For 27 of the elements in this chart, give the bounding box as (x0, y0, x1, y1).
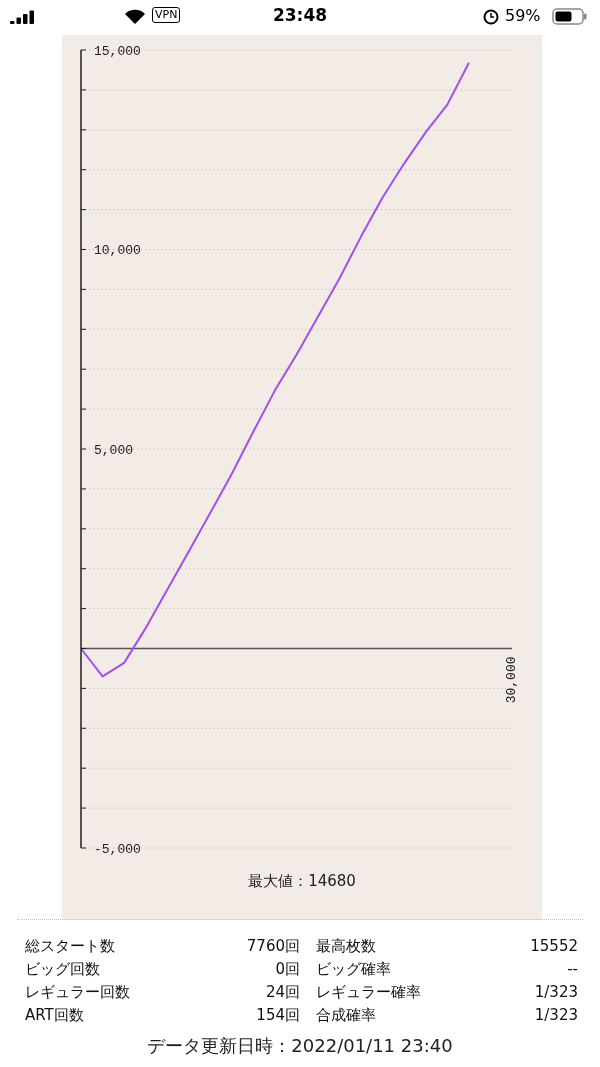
text: ビッグ回数 (25, 960, 100, 979)
annotation: 30,000 (504, 656, 520, 704)
text: 24回 (265, 983, 300, 1002)
text: -- (567, 960, 578, 978)
text: 1/323 (534, 983, 578, 1001)
text: 59% (505, 6, 541, 25)
text: 0回 (275, 960, 300, 979)
text: レギュラー回数 (25, 983, 130, 1002)
y-tick-label: -5,000 (94, 841, 141, 857)
text: 15552 (530, 937, 578, 955)
text: 1/323 (534, 1006, 578, 1024)
text: データ更新日時：2022/01/11 23:40 (146, 1034, 454, 1058)
text: レギュラー確率 (316, 983, 421, 1002)
text: 23:48 (272, 5, 328, 25)
text: 合成確率 (316, 1006, 376, 1025)
y-tick-label: 5,000 (94, 442, 134, 458)
y-tick-label: 10,000 (94, 243, 141, 259)
text: 7760回 (246, 937, 300, 956)
text: 最大値：14680 (247, 872, 357, 891)
line-series (80, 61, 470, 678)
text: 最高枚数 (316, 937, 376, 956)
text: ビッグ確率 (316, 960, 391, 979)
y-tick-label: 15,000 (94, 43, 141, 59)
text: 154回 (256, 1006, 300, 1025)
text: VPN (152, 7, 181, 23)
text: ART回数 (25, 1006, 84, 1025)
text: 総スタート数 (25, 937, 115, 956)
